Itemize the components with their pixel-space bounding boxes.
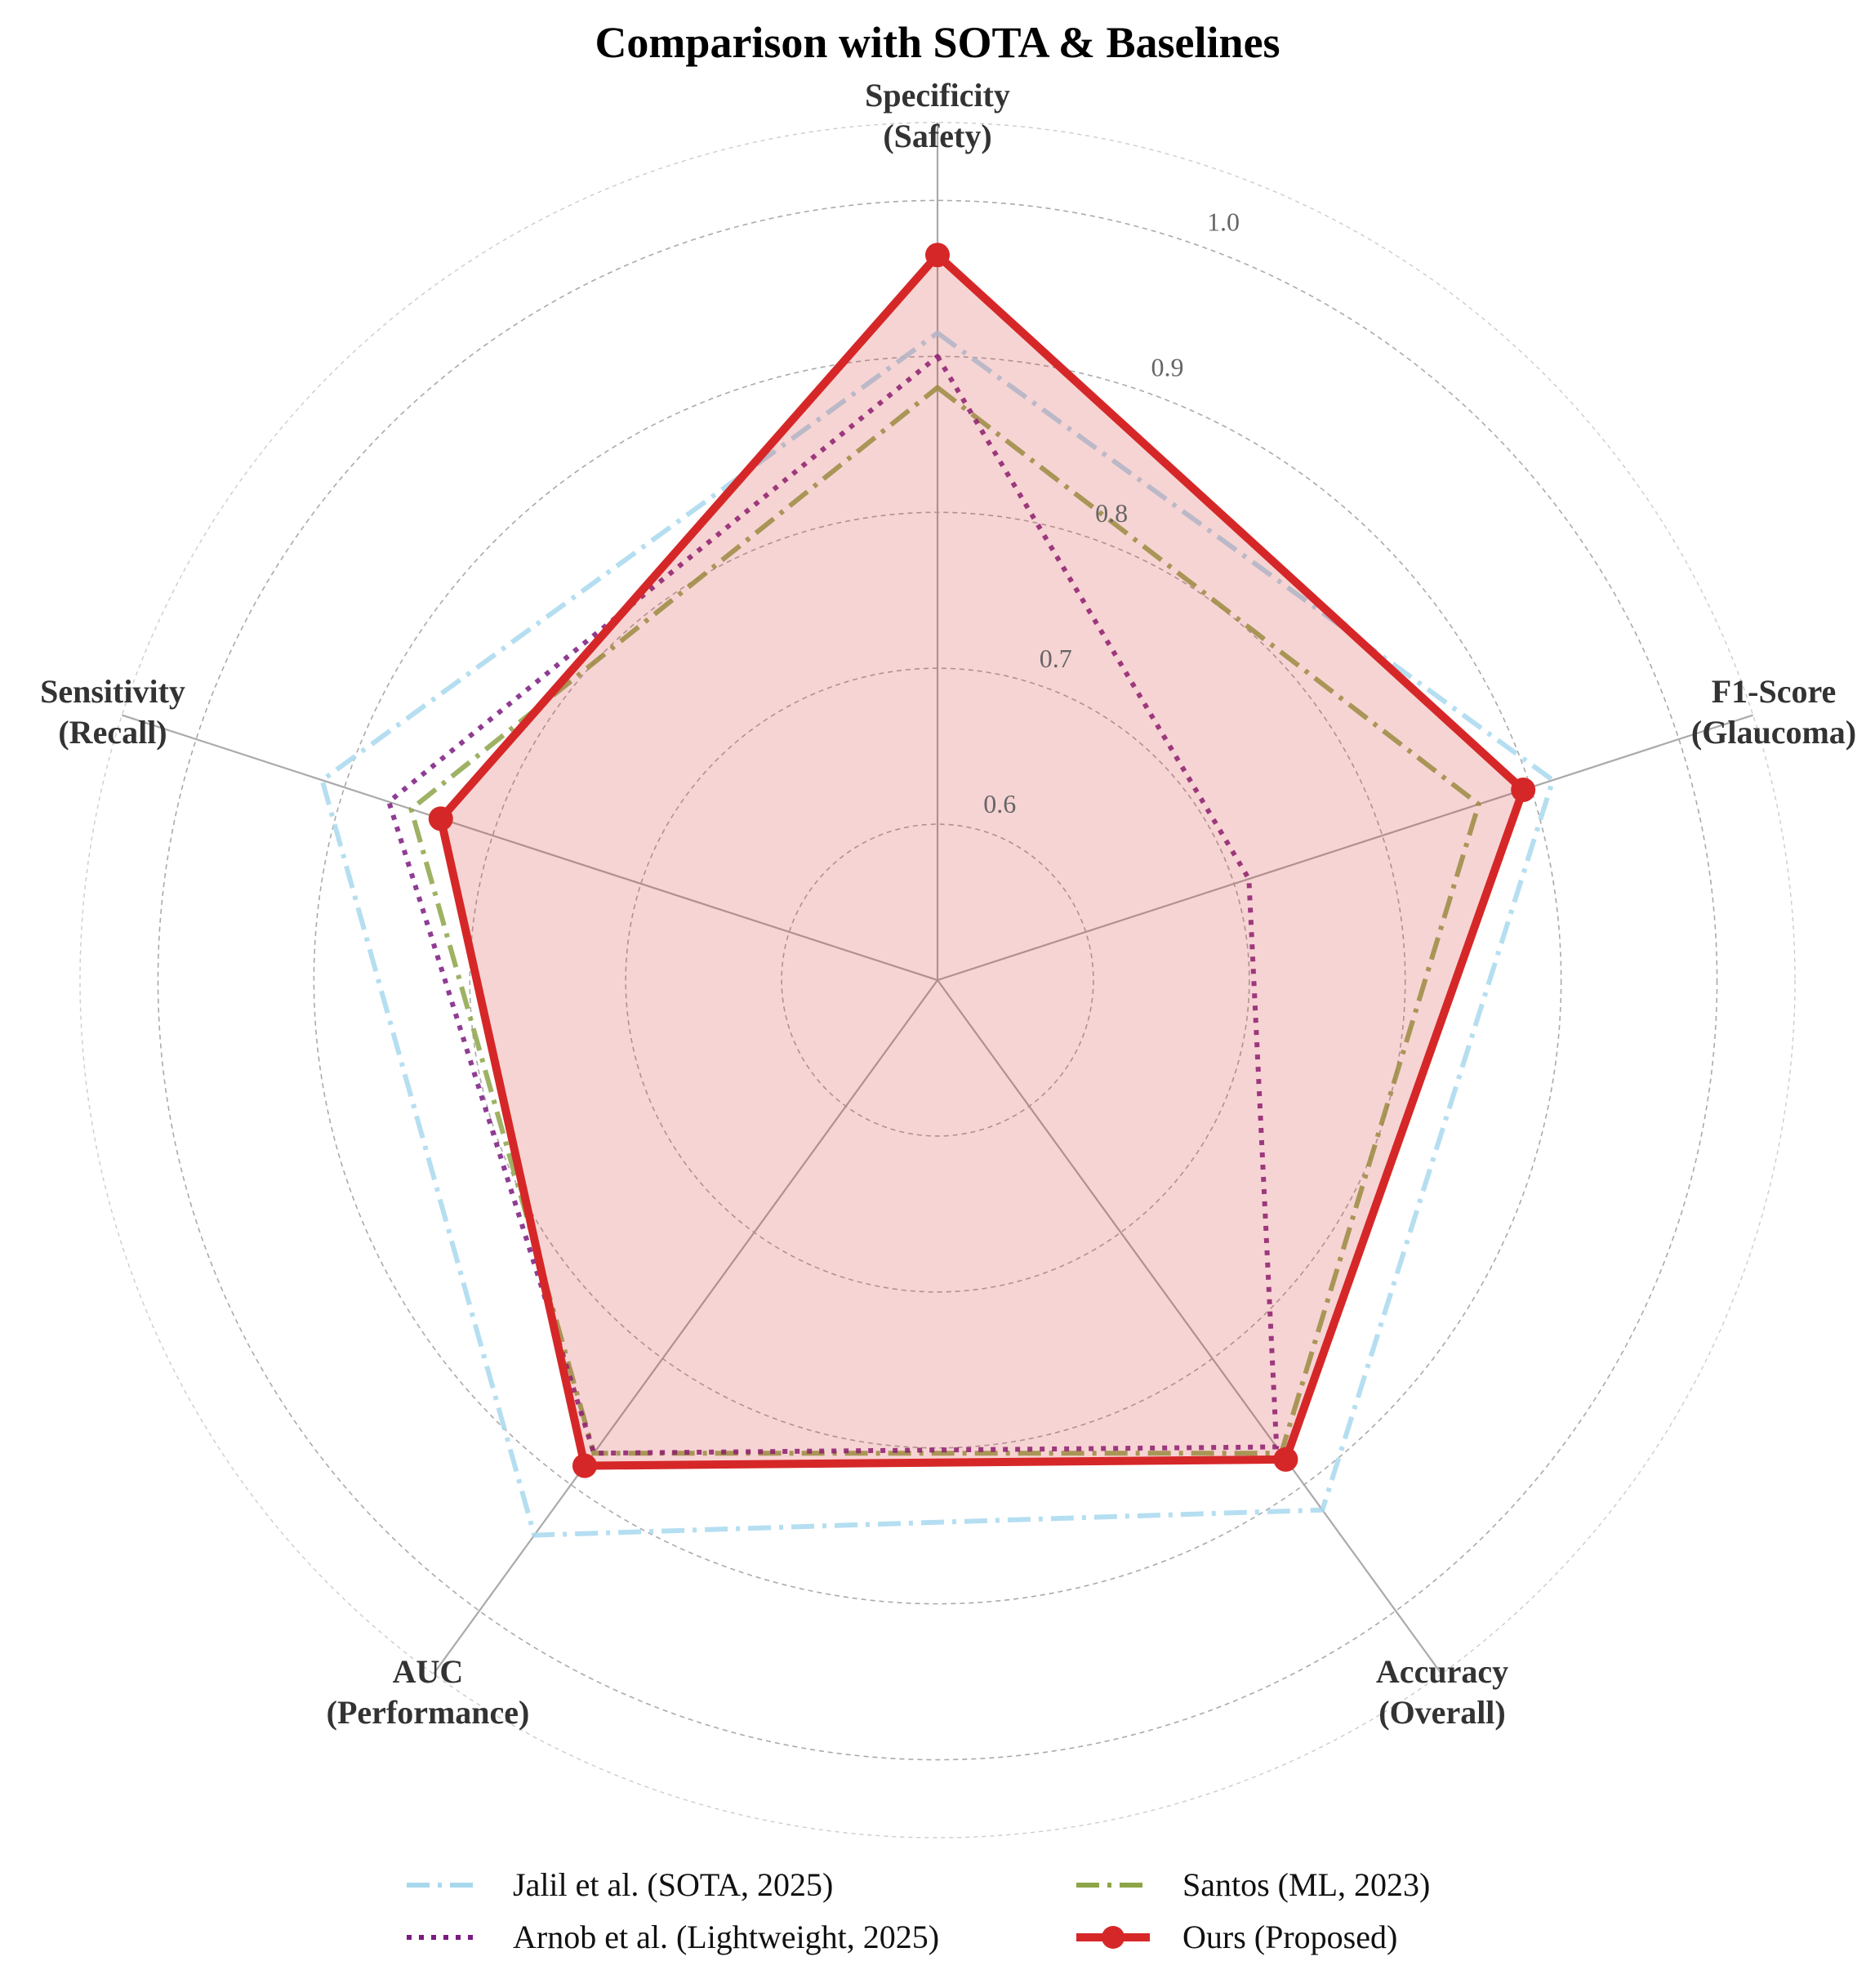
series-fill-3 <box>440 255 1524 1466</box>
axis-spoke-1 <box>937 714 1753 982</box>
legend-item-0: Jalil et al. (SOTA, 2025) <box>407 1866 833 1903</box>
series-line-1 <box>408 385 1481 1456</box>
axis-label-2-line1: Accuracy <box>1376 1653 1508 1690</box>
tick-label-4: 1.0 <box>1207 207 1240 236</box>
series-marker-3-2 <box>1273 1446 1298 1472</box>
legend-label-1: Arnob et al. (Lightweight, 2025) <box>513 1919 939 1955</box>
axis-label-1-line2: (Glaucoma) <box>1691 714 1856 751</box>
series-marker-3-1 <box>1511 777 1536 802</box>
tick-label-2: 0.8 <box>1095 498 1128 528</box>
axis-label-3-line1: AUC <box>393 1653 464 1690</box>
legend-marker-3 <box>1102 1926 1125 1949</box>
radar-tick-labels: 0.6 0.7 0.8 0.9 1.0 <box>983 207 1240 818</box>
legend-label-2: Santos (ML, 2023) <box>1182 1866 1430 1903</box>
grid-circle-4 <box>157 199 1718 1761</box>
grid-outer-circle <box>79 122 1796 1839</box>
axis-label-3-line2: (Performance) <box>327 1694 530 1731</box>
axis-label-0-line2: (Safety) <box>883 118 991 154</box>
grid-circle-0 <box>781 823 1094 1137</box>
axis-label-1-line1: F1-Score <box>1712 673 1837 710</box>
radar-axis-labels: Specificity (Safety) F1-Score (Glaucoma) Acc… <box>40 77 1856 1731</box>
axis-spoke-3 <box>432 979 938 1675</box>
axis-label-4-line1: Sensitivity <box>40 673 185 710</box>
legend-label-3: Ours (Proposed) <box>1182 1919 1397 1955</box>
axis-label-0-line1: Specificity <box>865 77 1010 114</box>
series-line-0 <box>319 330 1556 1538</box>
legend-label-0: Jalil et al. (SOTA, 2025) <box>513 1866 833 1903</box>
series-marker-3-3 <box>572 1453 597 1478</box>
tick-label-1: 0.7 <box>1040 644 1072 673</box>
radar-series <box>319 243 1556 1538</box>
legend-item-1: Arnob et al. (Lightweight, 2025) <box>407 1919 939 1955</box>
axis-label-2-line2: (Overall) <box>1378 1694 1506 1731</box>
legend-item-2: Santos (ML, 2023) <box>1076 1866 1430 1903</box>
series-marker-3-0 <box>925 243 950 268</box>
tick-label-3: 0.9 <box>1151 353 1184 382</box>
axis-spoke-4 <box>122 714 938 982</box>
series-line-3 <box>436 251 1528 1470</box>
series-marker-3-4 <box>428 806 453 831</box>
series-line-2 <box>386 354 1280 1456</box>
legend-item-3: Ours (Proposed) <box>1076 1919 1397 1955</box>
axis-label-4-line2: (Recall) <box>58 714 167 751</box>
tick-label-0: 0.6 <box>983 789 1016 818</box>
axis-spoke-2 <box>937 979 1443 1675</box>
chart-title: Comparison with SOTA & Baselines <box>595 18 1280 67</box>
chart-legend: Jalil et al. (SOTA, 2025) Arnob et al. (L… <box>407 1866 1430 1955</box>
